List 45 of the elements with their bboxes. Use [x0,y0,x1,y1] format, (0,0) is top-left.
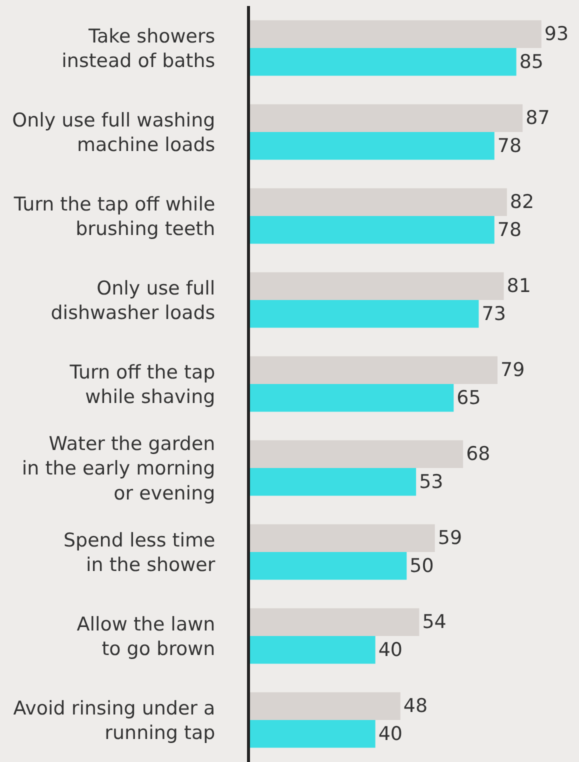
data-label: 85 [519,50,544,73]
bar [250,524,435,552]
bar [250,636,376,664]
bar [250,132,494,160]
bar [250,216,494,244]
data-label: 78 [497,218,522,241]
bar [250,272,504,300]
bar [250,608,420,636]
y-tick-label: Turn the tap off while brushing teeth [12,193,216,240]
bar [250,48,516,76]
data-label: 81 [506,275,531,298]
y-tick-label: Take showers instead of baths [62,25,216,72]
data-label: 48 [403,695,428,718]
y-tick-label: Allow the lawn to go brown [76,613,216,660]
bar [250,20,542,48]
data-label: 53 [419,470,444,493]
data-label: 40 [378,722,403,745]
bar [250,188,507,216]
bar [250,720,376,748]
data-label: 54 [422,611,446,634]
data-label: 50 [410,554,434,577]
data-label: 73 [482,302,506,325]
bar [250,384,454,412]
y-tick-label: Avoid rinsing under a running tap [13,697,216,744]
y-tick-label: Spend less time in the shower [64,529,216,576]
y-tick-label: Only use full dishwasher loads [50,277,216,324]
data-label: 79 [500,359,525,382]
data-label: 87 [526,107,550,130]
bar [250,552,407,580]
y-tick-label: Only use full washing machine loads [12,109,216,156]
bar [250,440,464,468]
bar [250,468,416,496]
data-label: 40 [378,638,403,661]
data-label: 93 [544,23,569,46]
bar [250,692,400,720]
y-tick-label: Water the garden in the early morning or evening [22,432,216,504]
y-tick-label: Turn off the tap while shaving [68,361,216,408]
data-label: 59 [438,527,462,550]
data-label: 65 [456,386,481,409]
bar [250,356,498,384]
data-label: 82 [510,191,534,214]
bar [250,104,523,132]
data-label: 68 [466,443,490,466]
data-label: 78 [497,134,522,157]
bar [250,300,479,328]
